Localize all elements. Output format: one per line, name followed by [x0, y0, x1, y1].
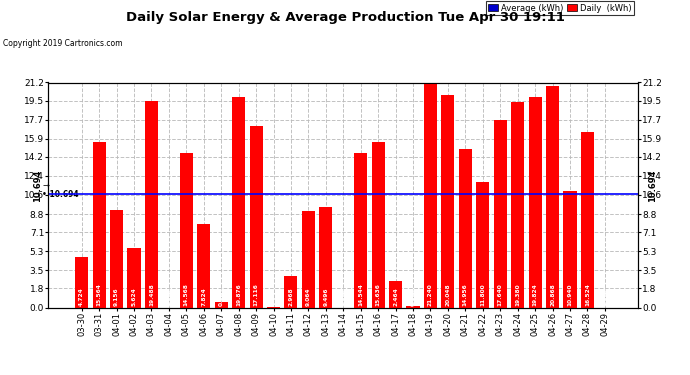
- Bar: [529, 97, 542, 308]
- Bar: [494, 120, 506, 308]
- Text: 20.868: 20.868: [550, 283, 555, 306]
- Bar: [110, 210, 123, 308]
- Bar: [354, 153, 367, 308]
- Bar: [372, 141, 385, 308]
- Text: 20.048: 20.048: [446, 283, 451, 306]
- Text: 17.116: 17.116: [253, 283, 259, 306]
- Bar: [581, 132, 594, 308]
- Text: 2.464: 2.464: [393, 287, 398, 306]
- Text: 7.824: 7.824: [201, 287, 206, 306]
- Bar: [75, 257, 88, 307]
- Bar: [267, 307, 280, 308]
- Text: 21.240: 21.240: [428, 283, 433, 306]
- Text: Daily Solar Energy & Average Production Tue Apr 30 19:11: Daily Solar Energy & Average Production …: [126, 11, 564, 24]
- Text: 16.524: 16.524: [585, 283, 590, 306]
- Text: 5.624: 5.624: [132, 287, 137, 306]
- Bar: [442, 95, 455, 308]
- Text: • 10.694: • 10.694: [42, 189, 79, 198]
- Text: 9.064: 9.064: [306, 287, 311, 306]
- Bar: [128, 248, 141, 308]
- Text: 9.156: 9.156: [114, 287, 119, 306]
- Text: 0.000: 0.000: [341, 288, 346, 306]
- Bar: [424, 82, 437, 308]
- Text: Copyright 2019 Cartronics.com: Copyright 2019 Cartronics.com: [3, 39, 123, 48]
- Text: 14.956: 14.956: [463, 283, 468, 306]
- Bar: [250, 126, 263, 308]
- Text: 11.800: 11.800: [480, 283, 485, 306]
- Bar: [197, 225, 210, 308]
- Text: 10.694: 10.694: [647, 170, 657, 202]
- Bar: [302, 211, 315, 308]
- Text: 10.940: 10.940: [567, 284, 573, 306]
- Bar: [406, 306, 420, 308]
- Bar: [476, 182, 489, 308]
- Bar: [389, 281, 402, 308]
- Text: 19.488: 19.488: [149, 283, 154, 306]
- Text: 19.380: 19.380: [515, 283, 520, 306]
- Bar: [319, 207, 333, 308]
- Bar: [92, 142, 106, 308]
- Bar: [284, 276, 297, 308]
- Bar: [459, 149, 472, 308]
- Text: 0.180: 0.180: [411, 287, 415, 306]
- Text: 0.000: 0.000: [166, 288, 171, 306]
- Bar: [232, 96, 245, 308]
- Text: 19.824: 19.824: [533, 283, 538, 306]
- Text: 4.724: 4.724: [79, 287, 84, 306]
- Text: 0.524: 0.524: [219, 287, 224, 306]
- Text: 10.694: 10.694: [33, 170, 43, 202]
- Legend: Average (kWh), Daily  (kWh): Average (kWh), Daily (kWh): [486, 1, 634, 15]
- Bar: [215, 302, 228, 307]
- Text: 9.496: 9.496: [324, 287, 328, 306]
- Text: 19.876: 19.876: [236, 283, 241, 306]
- Text: 17.640: 17.640: [497, 283, 503, 306]
- Text: 0.000: 0.000: [602, 288, 607, 306]
- Text: 2.968: 2.968: [288, 287, 293, 306]
- Text: 15.636: 15.636: [375, 283, 381, 306]
- Text: 0.076: 0.076: [271, 287, 276, 306]
- Text: 14.544: 14.544: [358, 283, 363, 306]
- Text: 15.564: 15.564: [97, 283, 101, 306]
- Bar: [145, 100, 158, 308]
- Text: 14.568: 14.568: [184, 283, 189, 306]
- Text: →: →: [43, 181, 50, 190]
- Bar: [511, 102, 524, 308]
- Bar: [564, 191, 577, 308]
- Bar: [180, 153, 193, 308]
- Bar: [546, 86, 559, 308]
